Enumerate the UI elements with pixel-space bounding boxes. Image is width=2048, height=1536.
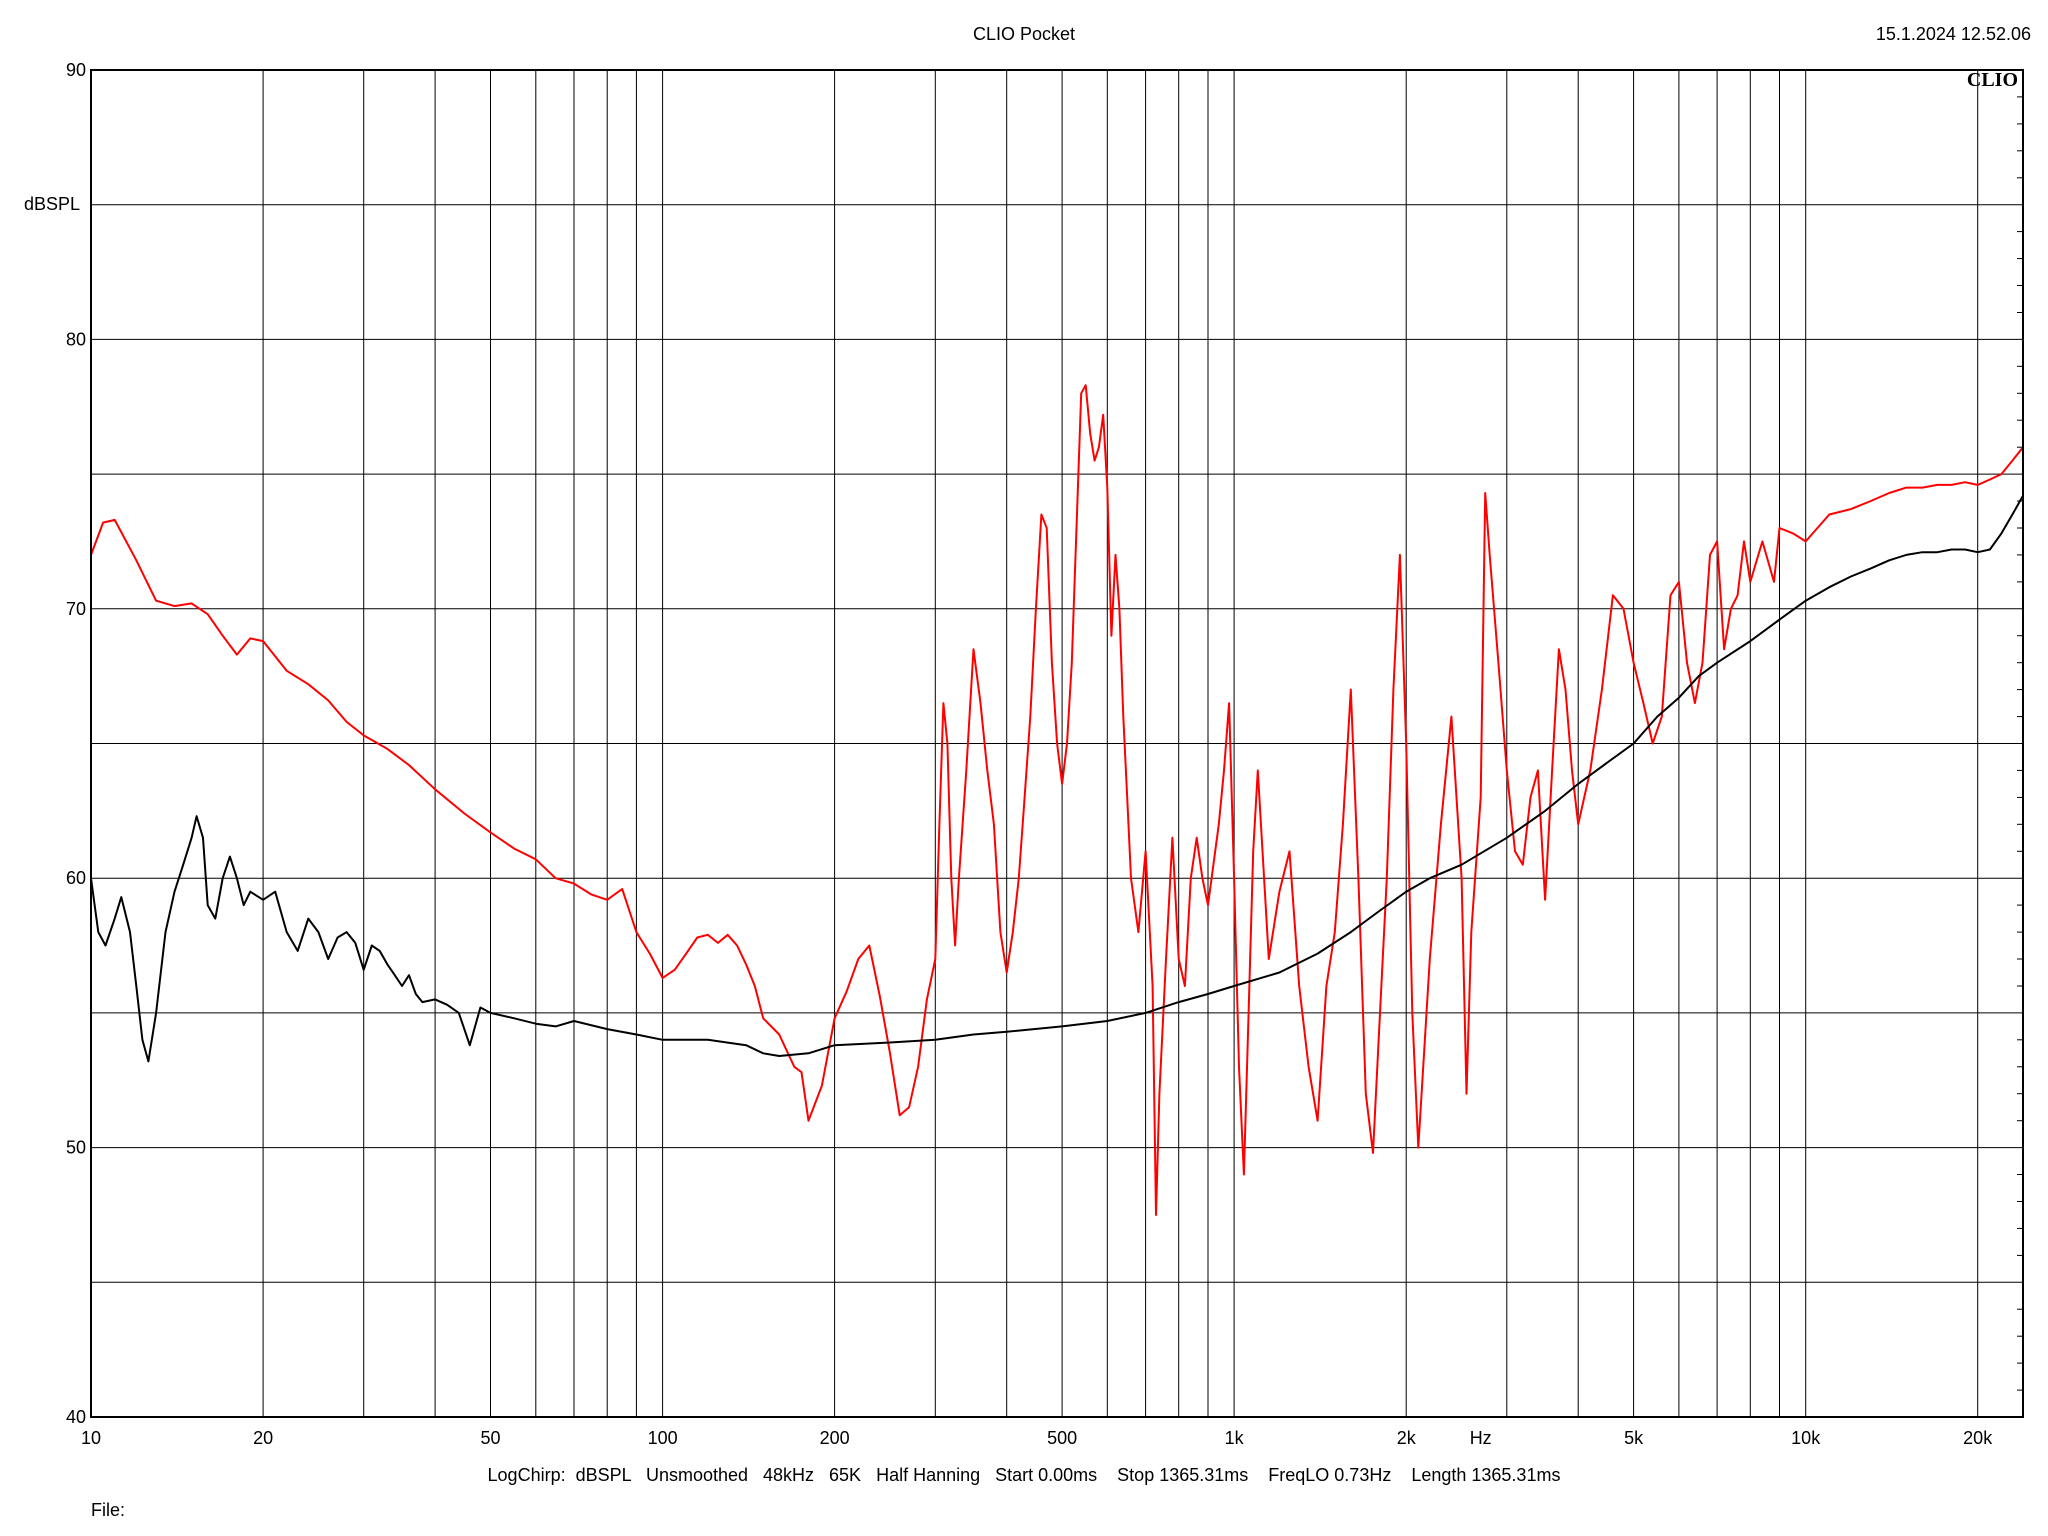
- x-tick-label: 10: [81, 1428, 101, 1448]
- grid: [91, 70, 2023, 1417]
- y-tick-label: 90: [66, 60, 86, 80]
- tick-labels: 10 20 50 100 200 500 1k 2k 5k 10k 20k 90 80 70 60 50 40: [66, 60, 1993, 1448]
- series-line-2: [90, 495, 2024, 1063]
- x-tick-label: 20: [253, 1428, 273, 1448]
- x-tick-label: 500: [1047, 1428, 1077, 1448]
- x-tick-label: 1k: [1225, 1428, 1245, 1448]
- file-label: File:: [91, 1500, 126, 1520]
- x-tick-label: 5k: [1624, 1428, 1644, 1448]
- y-tick-label: 70: [66, 599, 86, 619]
- x-tick-label: 100: [648, 1428, 678, 1448]
- timestamp: 15.1.2024 12.52.06: [1875, 24, 2031, 44]
- x-axis-label: Hz: [1470, 1428, 1492, 1448]
- y-tick-label: 40: [66, 1407, 86, 1427]
- y-tick-label: 60: [66, 868, 86, 888]
- series-layer: [90, 384, 2024, 1216]
- clio-logo: CLIO: [1967, 69, 2018, 91]
- y-tick-label: 50: [66, 1138, 86, 1158]
- x-tick-label: 20k: [1963, 1428, 1993, 1448]
- measurement-settings: LogChirp: dBSPL Unsmoothed 48kHz 65K Hal…: [487, 1465, 1561, 1485]
- y-axis-label: dBSPL: [24, 194, 80, 214]
- plot-frame: [90, 69, 2024, 1418]
- series-line-1: [90, 384, 2024, 1216]
- x-tick-label: 2k: [1397, 1428, 1417, 1448]
- x-tick-label: 10k: [1791, 1428, 1821, 1448]
- x-tick-label: 200: [820, 1428, 850, 1448]
- chart-title: CLIO Pocket: [972, 24, 1076, 44]
- y-tick-label: 80: [66, 329, 86, 349]
- x-tick-label: 50: [480, 1428, 500, 1448]
